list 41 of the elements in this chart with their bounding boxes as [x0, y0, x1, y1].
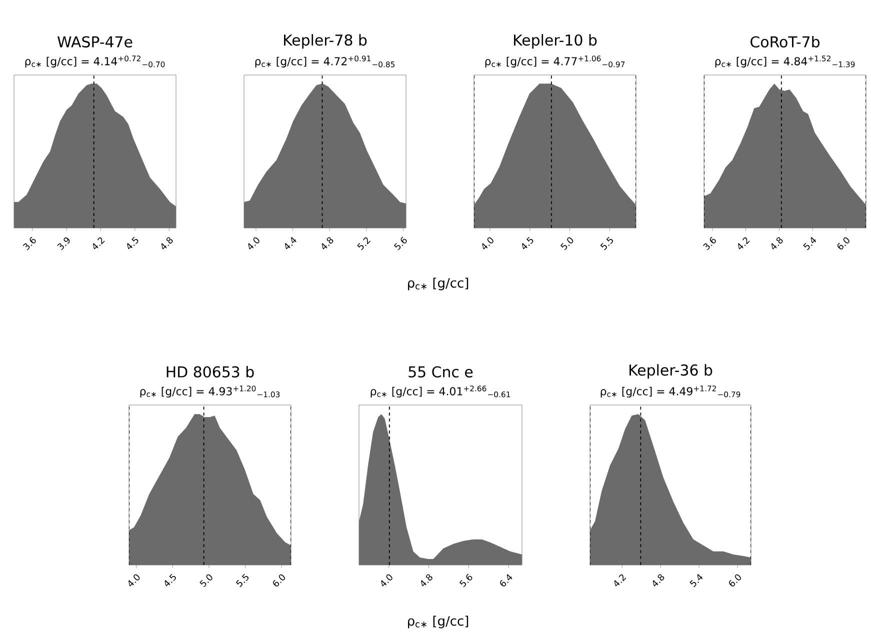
- x-tick-label: 4.0: [482, 237, 494, 250]
- x-tick-label: 6.4: [500, 574, 512, 586]
- chart-title: Kepler-10 b: [514, 34, 597, 49]
- chart-title: 55 Cnc e: [408, 366, 473, 378]
- x-tick-label: 6.0: [273, 574, 285, 586]
- x-tick-label: 6.0: [729, 574, 741, 586]
- x-tick-label: 4.8: [161, 237, 173, 250]
- x-tick-label: 3.6: [23, 236, 36, 250]
- x-tick-label: 4.5: [522, 236, 534, 250]
- x-tick-label: 4.2: [92, 237, 105, 250]
- x-tick-label: 5.4: [690, 574, 703, 588]
- x-tick-label: 4.0: [128, 574, 140, 586]
- x-tick-label: 4.5: [127, 236, 138, 250]
- x-tick-label: 4.0: [248, 237, 260, 250]
- x-tick-label: 6.0: [837, 237, 850, 250]
- chart-title: CoRoT-7b: [750, 36, 820, 48]
- x-tick-label: 4.5: [164, 574, 176, 586]
- chart-title: WASP-47e: [58, 36, 132, 48]
- chart-title: Kepler-78 b: [284, 34, 367, 49]
- x-tick-label: 5.5: [236, 574, 249, 588]
- x-tick-label: 4.8: [771, 237, 783, 250]
- x-tick-label: 5.6: [394, 236, 407, 250]
- chart-title: HD 80653 b: [166, 366, 254, 378]
- x-tick-label: 5.5: [600, 236, 613, 250]
- x-tick-label: 5.0: [560, 237, 574, 250]
- x-axis-title: ρ$_{c∗}$ [g/cc]: [408, 278, 468, 290]
- x-tick-label: 5.4: [803, 236, 816, 250]
- x-tick-label: 4.0: [381, 574, 392, 586]
- x-tick-label: 4.8: [421, 574, 432, 586]
- x-tick-label: 4.2: [614, 574, 626, 586]
- chart-title: Kepler-36 b: [630, 364, 712, 379]
- x-tick-label: 5.2: [357, 237, 370, 250]
- x-tick-label: 4.4: [284, 236, 296, 250]
- x-tick-label: 4.2: [738, 237, 750, 250]
- x-tick-label: 4.8: [322, 237, 334, 250]
- x-tick-label: 3.6: [703, 236, 716, 250]
- x-tick-label: 4.8: [652, 574, 664, 586]
- x-tick-label: 3.9: [57, 237, 70, 250]
- x-tick-label: 5.0: [200, 574, 212, 588]
- x-tick-label: 5.6: [459, 574, 472, 588]
- x-axis-title: ρ$_{c∗}$ [g/cc]: [408, 616, 468, 628]
